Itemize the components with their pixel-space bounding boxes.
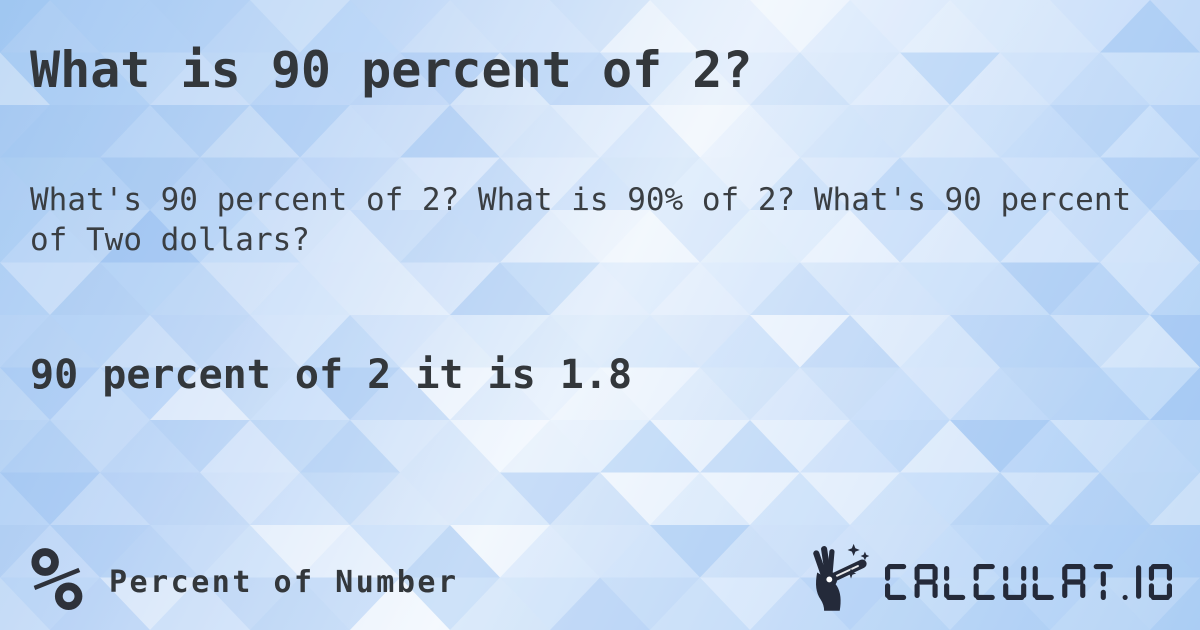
brand-wordmark-seven-segment — [885, 564, 1172, 600]
question-description: What's 90 percent of 2? What is 90% of 2… — [30, 182, 1132, 258]
calculation-result: 90 percent of 2 it is 1.8 — [30, 352, 633, 398]
calculatio-logo — [805, 543, 1172, 617]
page-title: What is 90 percent of 2? — [30, 41, 753, 99]
category: % Percent of Number — [30, 528, 459, 630]
category-label: Percent of Number — [108, 564, 459, 600]
magic-wand-hand-icon — [813, 543, 870, 611]
percent-icon: % — [30, 528, 83, 630]
footer: % Percent of Number — [30, 528, 1172, 630]
